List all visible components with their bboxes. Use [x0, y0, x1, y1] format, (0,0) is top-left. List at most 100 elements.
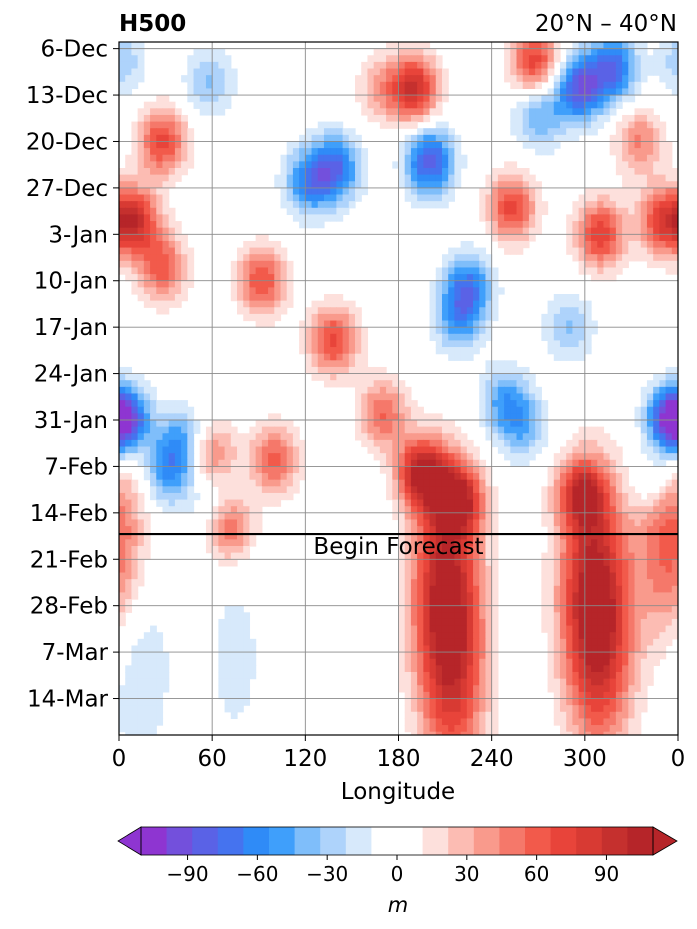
- heat-cell: [454, 711, 462, 720]
- heat-cell: [224, 691, 232, 700]
- y-tick-label: 7-Feb: [44, 454, 108, 480]
- heat-cell: [448, 725, 455, 733]
- heat-cell: [522, 134, 530, 143]
- heat-cell: [572, 333, 580, 342]
- heat-cell: [355, 141, 362, 149]
- heat-cell: [572, 134, 580, 143]
- heat-cell: [441, 526, 449, 534]
- heat-cell: [355, 81, 362, 90]
- heat-cell: [572, 685, 580, 693]
- heat-cell: [218, 433, 226, 441]
- heat-cell: [646, 599, 654, 607]
- heat-cell: [572, 101, 580, 109]
- heat-cell: [597, 68, 605, 76]
- heat-cell: [615, 678, 623, 686]
- heat-cell: [497, 380, 505, 388]
- heat-cell: [528, 207, 536, 216]
- heat-cell: [553, 294, 561, 302]
- heat-cell: [597, 221, 605, 229]
- heat-cell: [286, 201, 294, 209]
- heat-cell: [441, 168, 449, 176]
- heat-cell: [491, 731, 499, 735]
- heat-cell: [460, 340, 468, 348]
- heat-cell: [609, 506, 617, 514]
- heat-cell: [671, 585, 678, 594]
- heat-cell: [156, 300, 164, 308]
- heat-cell: [417, 691, 424, 700]
- heat-cell: [460, 572, 468, 580]
- heat-cell: [634, 572, 642, 580]
- heat-cell: [634, 711, 642, 720]
- heat-cell: [466, 618, 474, 627]
- heat-cell: [665, 579, 673, 587]
- heat-cell: [522, 75, 530, 83]
- heat-cell: [156, 247, 164, 255]
- heat-cell: [454, 148, 462, 156]
- heat-cell: [261, 492, 269, 501]
- heat-cell: [659, 42, 667, 50]
- heat-cell: [305, 307, 313, 315]
- heat-cell: [323, 300, 331, 308]
- heat-cell: [150, 221, 157, 229]
- heat-cell: [535, 95, 542, 103]
- heat-cell: [423, 632, 431, 640]
- heat-cell: [417, 141, 424, 149]
- heat-cell: [572, 546, 580, 554]
- heat-cell: [479, 400, 487, 408]
- heat-cell: [143, 645, 151, 653]
- heat-cell: [646, 420, 654, 428]
- heat-cell: [603, 75, 611, 83]
- heat-cell: [249, 439, 257, 448]
- heat-cell: [528, 214, 536, 222]
- heat-cell: [516, 134, 524, 143]
- heat-cell: [622, 632, 629, 640]
- heat-cell: [156, 187, 164, 196]
- heat-cell: [150, 406, 157, 414]
- heat-cell: [336, 174, 344, 182]
- heat-cell: [162, 161, 170, 169]
- heat-cell: [410, 512, 418, 521]
- heat-cell: [628, 81, 636, 90]
- heat-cell: [423, 453, 431, 461]
- heat-cell: [578, 353, 586, 361]
- heat-cell: [466, 512, 474, 521]
- heat-cell: [435, 446, 443, 454]
- heat-cell: [559, 691, 567, 700]
- heat-cell: [299, 194, 306, 202]
- heat-cell: [510, 400, 518, 408]
- heat-cell: [187, 68, 195, 76]
- heat-cell: [131, 61, 139, 70]
- heat-cell: [261, 486, 269, 494]
- heat-cell: [131, 705, 139, 713]
- heat-cell: [597, 247, 605, 255]
- heat-cell: [559, 294, 567, 302]
- heat-cell: [168, 446, 176, 454]
- heat-cell: [566, 75, 574, 83]
- heat-cell: [125, 565, 133, 574]
- heat-cell: [584, 340, 592, 348]
- heat-cell: [547, 645, 555, 653]
- heat-cell: [317, 201, 325, 209]
- heat-cell: [671, 413, 678, 421]
- heat-cell: [404, 439, 412, 448]
- heat-cell: [255, 499, 263, 507]
- heat-cell: [417, 174, 424, 182]
- heat-cell: [541, 420, 549, 428]
- heat-cell: [622, 652, 629, 660]
- heat-cell: [156, 221, 164, 229]
- heat-cell: [448, 194, 455, 202]
- heat-cell: [553, 313, 561, 322]
- heat-cell: [559, 618, 567, 627]
- heat-cell: [131, 254, 139, 262]
- heat-cell: [448, 267, 455, 275]
- heat-cell: [286, 492, 294, 501]
- heat-cell: [653, 552, 660, 560]
- heat-cell: [156, 254, 164, 262]
- heat-cell: [137, 539, 145, 547]
- heat-cell: [299, 327, 306, 335]
- heat-cell: [522, 48, 530, 56]
- heat-cell: [398, 42, 406, 50]
- heat-cell: [162, 247, 170, 255]
- heat-cell: [137, 68, 145, 76]
- heat-cell: [255, 420, 263, 428]
